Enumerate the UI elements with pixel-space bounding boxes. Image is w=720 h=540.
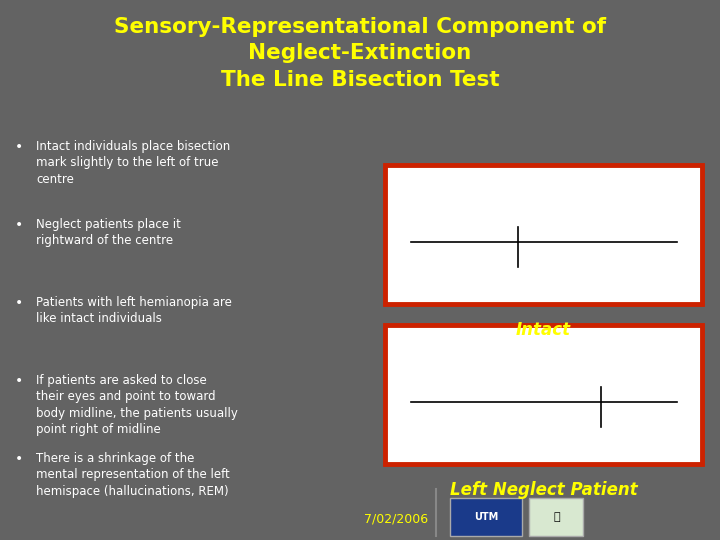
Text: Intact individuals place bisection
mark slightly to the left of true
centre: Intact individuals place bisection mark … [36, 140, 230, 186]
Text: There is a shrinkage of the
mental representation of the left
hemispace (halluci: There is a shrinkage of the mental repre… [36, 451, 230, 497]
Text: Patients with left hemianopia are
like intact individuals: Patients with left hemianopia are like i… [36, 296, 232, 325]
Text: •: • [14, 296, 22, 310]
Text: •: • [14, 374, 22, 388]
Text: Neglect patients place it
rightward of the centre: Neglect patients place it rightward of t… [36, 218, 181, 247]
Text: Intact: Intact [516, 321, 571, 339]
FancyBboxPatch shape [529, 498, 583, 536]
FancyBboxPatch shape [450, 498, 522, 536]
FancyBboxPatch shape [385, 325, 702, 464]
Text: 7/02/2006: 7/02/2006 [364, 512, 428, 525]
Text: 🌳: 🌳 [553, 512, 560, 522]
Text: •: • [14, 218, 22, 232]
Text: •: • [14, 140, 22, 154]
Text: UTM: UTM [474, 512, 498, 522]
Text: Sensory-Representational Component of
Neglect-Extinction
The Line Bisection Test: Sensory-Representational Component of Ne… [114, 17, 606, 90]
Text: Left Neglect Patient: Left Neglect Patient [450, 481, 637, 499]
FancyBboxPatch shape [385, 165, 702, 304]
Text: If patients are asked to close
their eyes and point to toward
body midline, the : If patients are asked to close their eye… [36, 374, 238, 436]
Text: •: • [14, 451, 22, 465]
